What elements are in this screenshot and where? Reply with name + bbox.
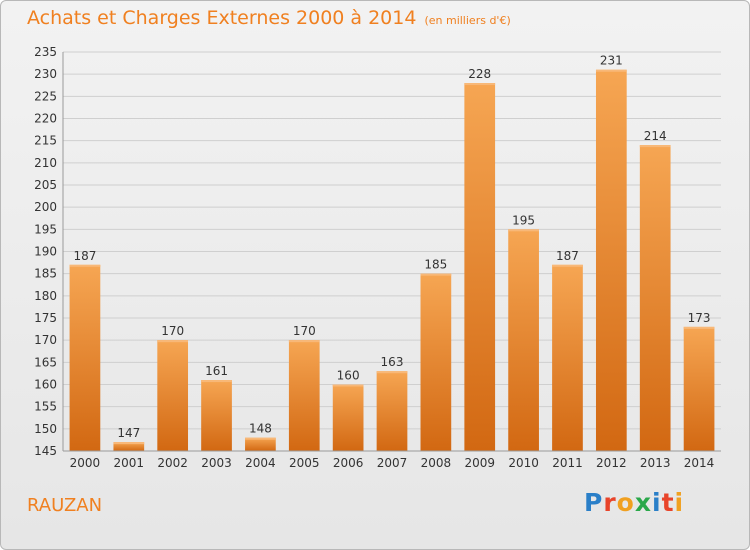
data-label-2004: 148 — [249, 422, 272, 436]
y-tick-label: 230 — [34, 67, 57, 81]
data-label-2012: 231 — [600, 54, 623, 68]
data-label-2006: 160 — [337, 369, 360, 383]
bar-2010 — [508, 229, 539, 451]
proxiti-logo: Proxiti — [584, 488, 685, 517]
bar-top-highlight — [639, 145, 671, 148]
bar-2008 — [420, 273, 452, 451]
data-label-2010: 195 — [512, 213, 535, 227]
bar-top-highlight — [376, 371, 408, 374]
bar-2011 — [552, 264, 583, 451]
x-tick-label-2013: 2013 — [640, 456, 671, 470]
x-tick-label-2003: 2003 — [201, 456, 232, 470]
data-label-2005: 170 — [293, 324, 316, 338]
y-tick-label: 200 — [34, 200, 57, 214]
y-tick-label: 160 — [34, 378, 57, 392]
x-tick-label-2002: 2002 — [157, 456, 188, 470]
y-tick-label: 180 — [34, 289, 57, 303]
bar-top-highlight — [332, 384, 364, 387]
bar-top-highlight — [595, 69, 627, 72]
bar-top-highlight — [157, 340, 189, 343]
y-tick-label: 175 — [34, 311, 57, 325]
x-tick-label-2006: 2006 — [333, 456, 364, 470]
bar-top-highlight — [464, 83, 496, 86]
x-tick-label-2004: 2004 — [245, 456, 276, 470]
y-tick-label: 145 — [34, 444, 57, 458]
bar-2009 — [464, 83, 496, 452]
bar-top-highlight — [508, 229, 539, 232]
chart-title-text: Achats et Charges Externes 2000 à 2014 — [27, 7, 417, 29]
x-tick-label-2008: 2008 — [421, 456, 452, 470]
data-label-2003: 161 — [205, 364, 228, 378]
y-tick-label: 165 — [34, 355, 57, 369]
bar-top-highlight — [245, 437, 276, 440]
y-tick-label: 150 — [34, 422, 57, 436]
bar-top-highlight — [113, 442, 145, 445]
chart-unit: (en milliers d'€) — [424, 14, 511, 27]
x-tick-label-2014: 2014 — [684, 456, 715, 470]
x-tick-label-2007: 2007 — [377, 456, 408, 470]
data-label-2011: 187 — [556, 249, 579, 263]
bar-2012 — [595, 69, 627, 451]
chart-title: Achats et Charges Externes 2000 à 2014 (e… — [27, 7, 511, 29]
bar-2003 — [201, 380, 232, 451]
axes: 145 150 155 160 165 170 175 180 185 190 195 200 205 2… — [34, 45, 721, 470]
bar-2014 — [683, 326, 715, 451]
y-tick-label: 225 — [34, 89, 57, 103]
bar-2000 — [69, 264, 101, 451]
bar-2006 — [332, 384, 364, 451]
data-label-2009: 228 — [468, 67, 491, 81]
x-tick-label-2001: 2001 — [114, 456, 145, 470]
y-tick-label: 195 — [34, 222, 57, 236]
x-tick-label-2000: 2000 — [70, 456, 101, 470]
data-label-2013: 214 — [644, 129, 667, 143]
data-label-2002: 170 — [161, 324, 184, 338]
data-label-2000: 187 — [73, 249, 96, 263]
x-tick-label-2005: 2005 — [289, 456, 320, 470]
x-tick-label-2010: 2010 — [508, 456, 539, 470]
y-tick-label: 190 — [34, 245, 57, 259]
y-tick-label: 170 — [34, 333, 57, 347]
bar-top-highlight — [552, 264, 583, 267]
data-label-2007: 163 — [381, 355, 404, 369]
y-tick-label: 210 — [34, 156, 57, 170]
bar-top-highlight — [288, 340, 320, 343]
place-name: RAUZAN — [27, 495, 103, 516]
bar-2002 — [157, 340, 189, 451]
bar-2013 — [639, 145, 671, 451]
y-tick-label: 215 — [34, 134, 57, 148]
bar-top-highlight — [420, 273, 452, 276]
x-tick-label-2012: 2012 — [596, 456, 627, 470]
y-tick-label: 205 — [34, 178, 57, 192]
data-label-2014: 173 — [688, 311, 711, 325]
bar-top-highlight — [683, 326, 715, 329]
y-tick-label: 220 — [34, 112, 57, 126]
bars — [69, 69, 715, 452]
data-label-2001: 147 — [117, 426, 140, 440]
bar-2001 — [113, 442, 145, 451]
bar-top-highlight — [201, 380, 232, 383]
y-tick-label: 185 — [34, 267, 57, 281]
x-tick-label-2011: 2011 — [552, 456, 583, 470]
y-tick-label: 155 — [34, 400, 57, 414]
x-tick-label-2009: 2009 — [464, 456, 495, 470]
bar-2005 — [288, 340, 320, 451]
bar-2004 — [245, 437, 276, 451]
data-label-2008: 185 — [424, 258, 447, 272]
bar-top-highlight — [69, 264, 101, 267]
y-tick-label: 235 — [34, 45, 57, 59]
bar-2007 — [376, 371, 408, 451]
